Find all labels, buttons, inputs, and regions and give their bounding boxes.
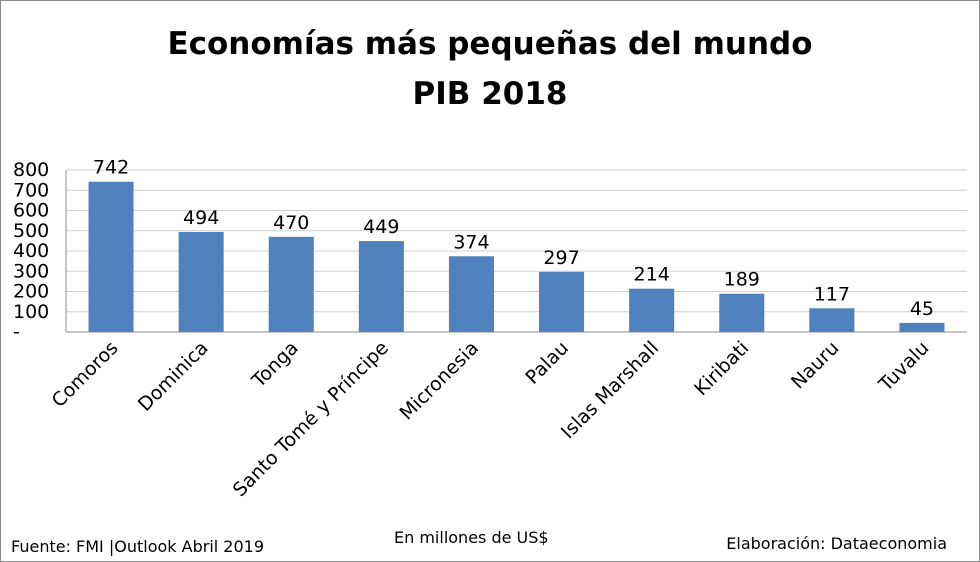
data-label: 297 [543, 247, 579, 269]
y-tick-label: 800 [13, 159, 49, 181]
data-label: 117 [814, 283, 850, 305]
x-tick-label: Palau [521, 337, 573, 389]
units-note: En millones de US$ [394, 528, 549, 547]
data-label: 45 [910, 298, 934, 320]
x-tick-label: Tuvalu [874, 337, 933, 396]
bar [719, 293, 765, 332]
x-tick-label: Micronesia [396, 337, 483, 424]
x-tick-label: Nauru [787, 337, 843, 393]
bar [178, 231, 224, 332]
data-label: 449 [363, 216, 399, 238]
x-tick-label: Islas Marshall [557, 337, 663, 443]
bar [809, 308, 855, 332]
data-label: 742 [93, 157, 129, 179]
data-label: 374 [453, 231, 489, 253]
credit-note: Elaboración: Dataeconomia [726, 534, 947, 553]
bar [539, 271, 585, 332]
chart-subtitle: PIB 2018 [412, 76, 568, 112]
y-tick-label: 600 [13, 200, 49, 222]
bar [268, 236, 314, 332]
y-tick-label: 100 [13, 301, 49, 323]
y-tick-label: - [13, 321, 20, 343]
y-tick-label: 300 [13, 260, 49, 282]
source-note: Fuente: FMI |Outlook Abril 2019 [11, 537, 265, 556]
data-label: 214 [634, 264, 670, 286]
data-label: 470 [273, 212, 309, 234]
x-tick-label: Comoros [48, 337, 123, 412]
x-tick-label: Kiribati [690, 337, 753, 400]
y-tick-label: 400 [13, 240, 49, 262]
y-tick-label: 700 [13, 179, 49, 201]
bar [358, 241, 404, 332]
data-label: 189 [724, 269, 760, 291]
bar [448, 256, 494, 332]
x-tick-label: Dominica [134, 337, 213, 416]
data-labels: 742 494 470 449 374 297 214 189 117 45 [93, 157, 934, 320]
bar [629, 288, 675, 332]
x-tick-label: Santo Tomé y Príncipe [229, 337, 393, 501]
bar [88, 181, 134, 332]
bar [899, 322, 945, 332]
x-tick-label: Tonga [247, 337, 303, 393]
y-tick-label: 200 [13, 281, 49, 303]
bars [88, 181, 945, 332]
data-label: 494 [183, 207, 219, 229]
chart-title: Economías más pequeñas del mundo [167, 26, 813, 62]
y-tick-label: 500 [13, 220, 49, 242]
